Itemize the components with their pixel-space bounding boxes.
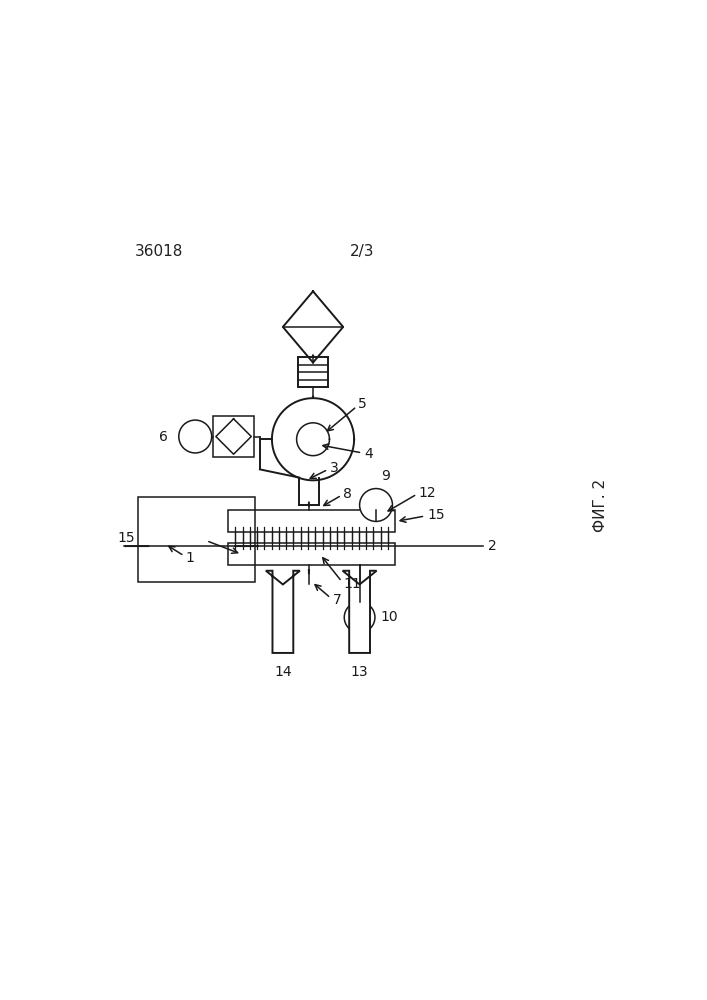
Text: 1: 1 bbox=[186, 551, 195, 565]
Bar bbox=[138, 497, 255, 582]
Bar bbox=[228, 510, 395, 532]
Text: 11: 11 bbox=[343, 577, 361, 591]
Text: 3: 3 bbox=[329, 461, 339, 475]
Text: 15: 15 bbox=[117, 531, 135, 545]
Text: 8: 8 bbox=[343, 487, 352, 501]
Polygon shape bbox=[266, 571, 300, 653]
Text: 13: 13 bbox=[351, 665, 368, 679]
Bar bbox=[298, 357, 328, 387]
Text: 9: 9 bbox=[382, 469, 390, 483]
Bar bbox=[213, 416, 255, 457]
Polygon shape bbox=[343, 571, 377, 653]
Circle shape bbox=[344, 602, 375, 633]
Text: 10: 10 bbox=[380, 610, 398, 624]
Text: ФИГ. 2: ФИГ. 2 bbox=[593, 478, 608, 532]
Text: 5: 5 bbox=[358, 397, 367, 411]
Text: 36018: 36018 bbox=[135, 244, 183, 259]
Text: 6: 6 bbox=[159, 430, 168, 444]
Text: 7: 7 bbox=[332, 593, 341, 607]
Bar bbox=[228, 543, 395, 565]
Text: 15: 15 bbox=[427, 508, 445, 522]
Circle shape bbox=[179, 420, 211, 453]
Text: 4: 4 bbox=[364, 447, 373, 461]
Text: 14: 14 bbox=[274, 665, 292, 679]
Circle shape bbox=[360, 489, 392, 521]
Text: 2/3: 2/3 bbox=[350, 244, 375, 259]
Text: 2: 2 bbox=[489, 539, 497, 553]
Text: 12: 12 bbox=[419, 486, 436, 500]
